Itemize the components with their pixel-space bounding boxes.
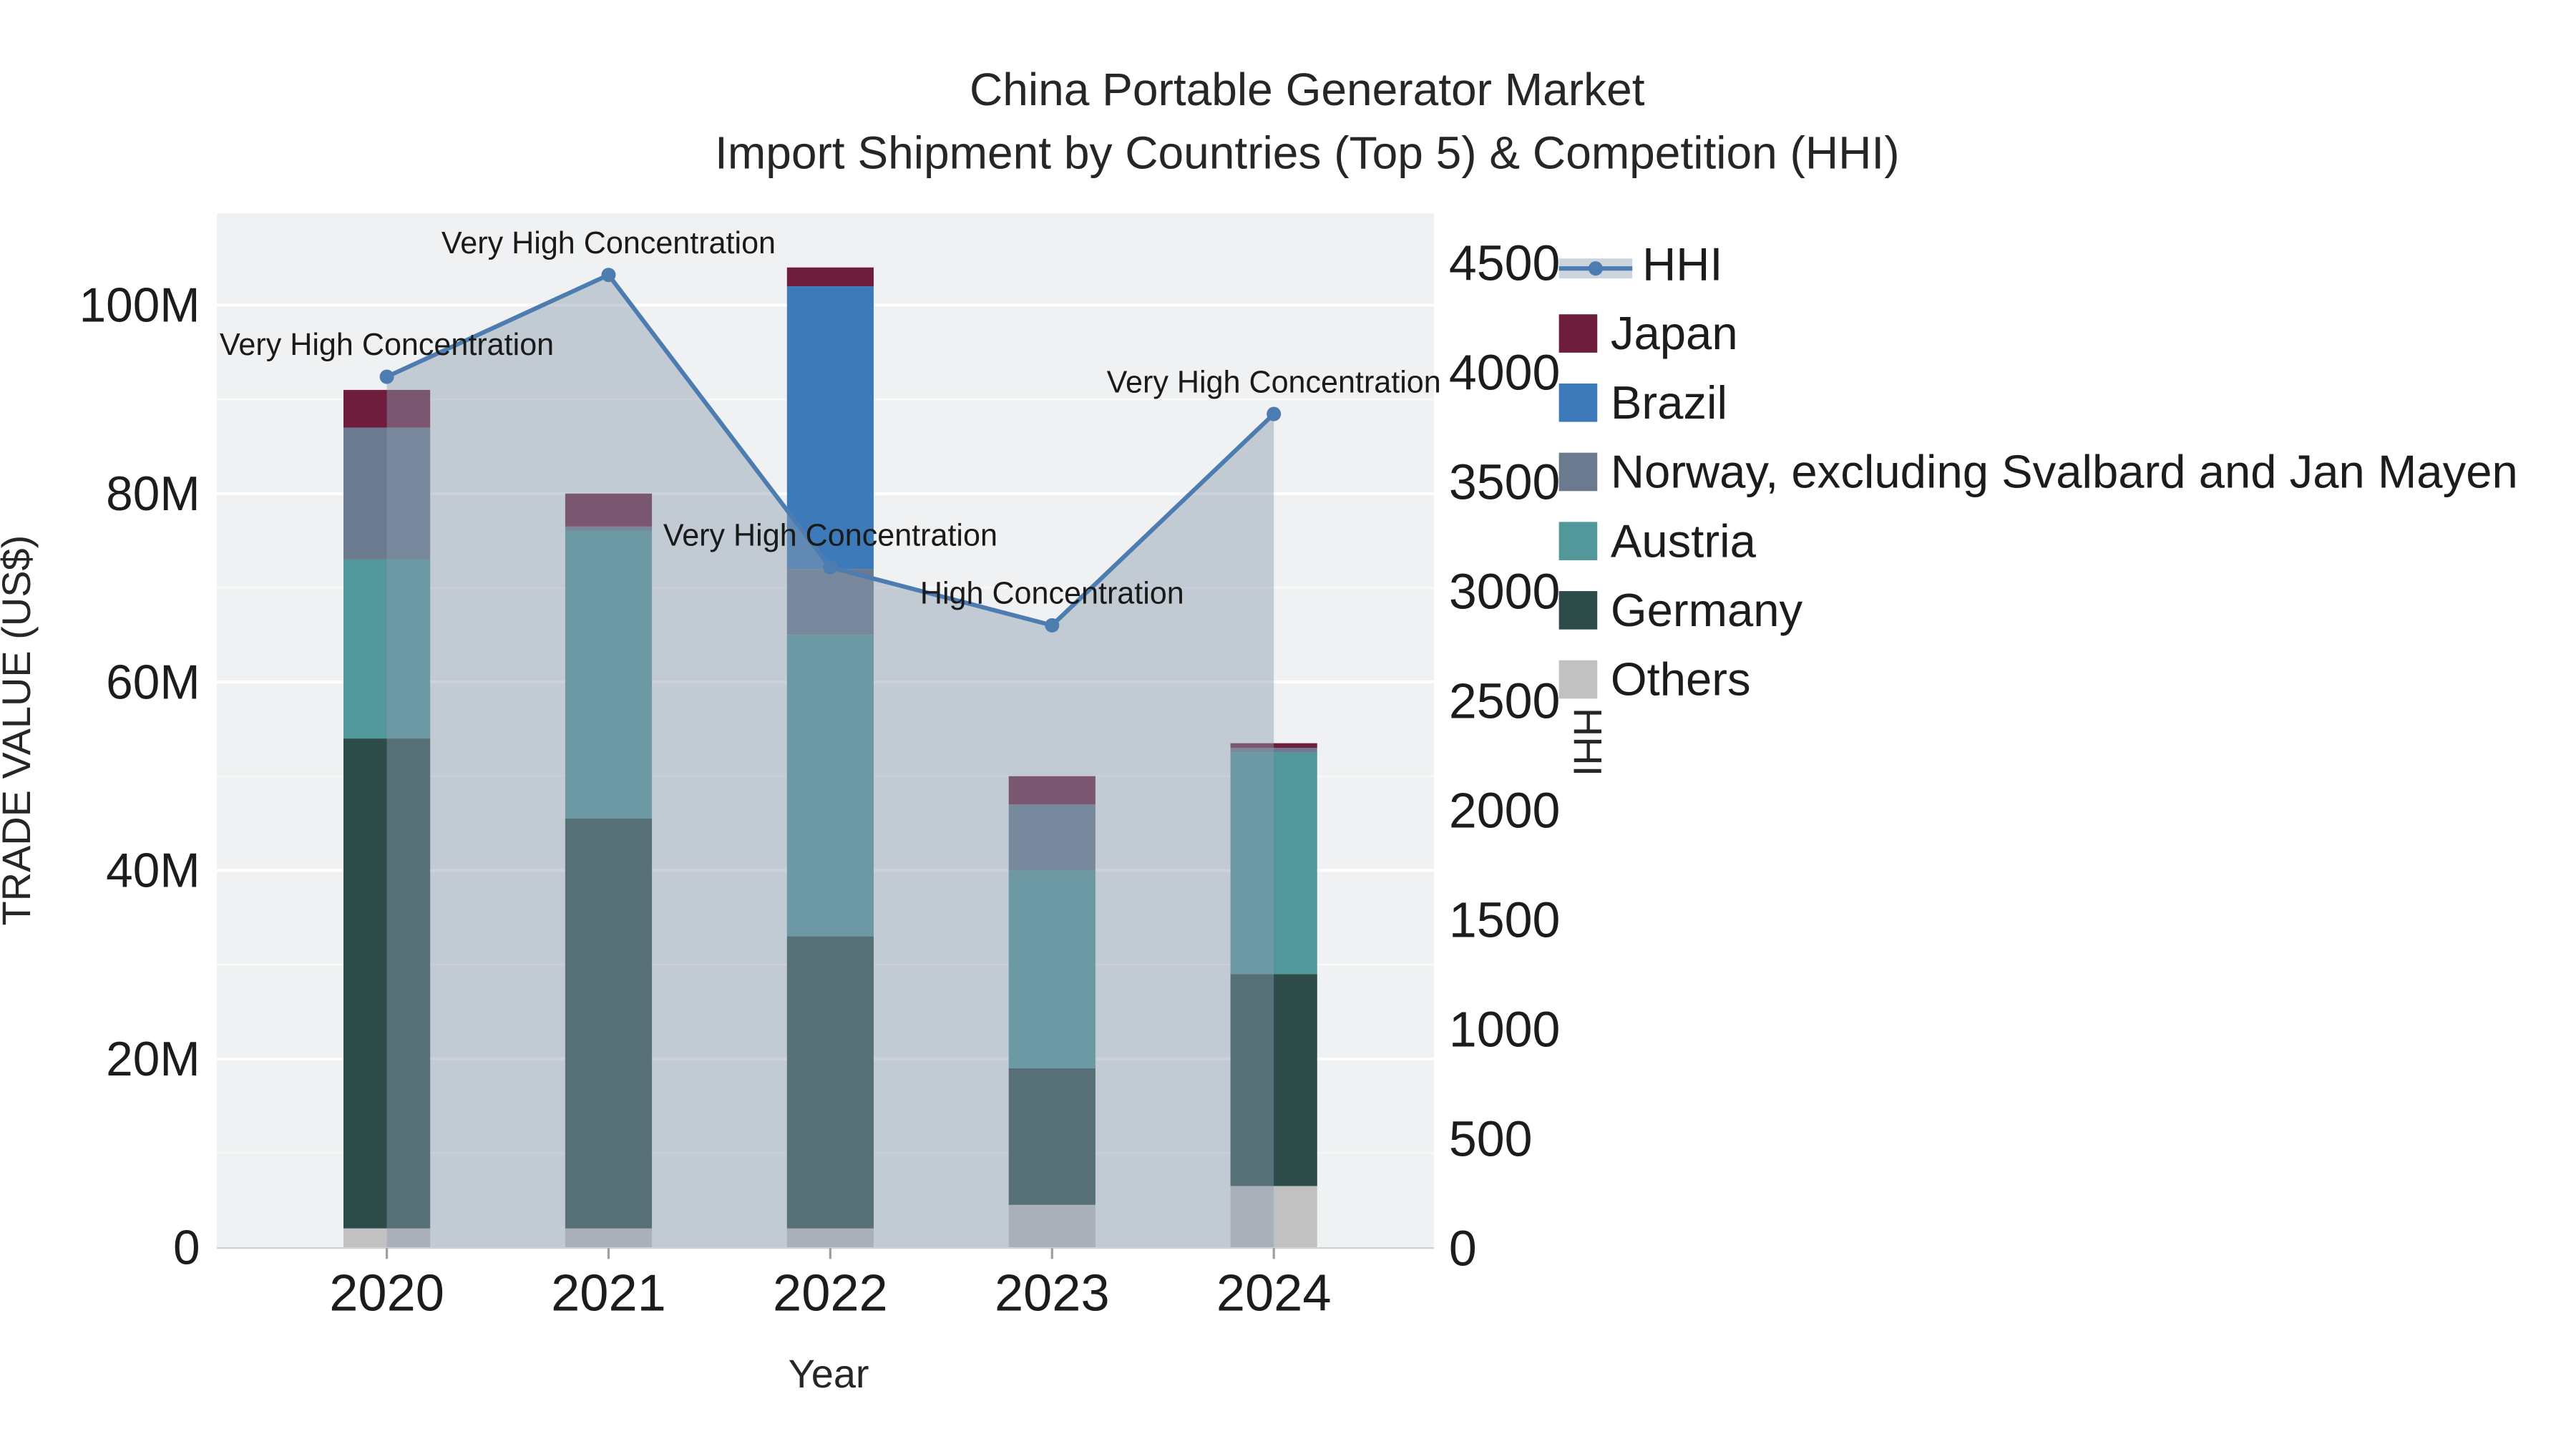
bar-segment-austria-2022[interactable]	[786, 635, 874, 937]
y-right-tick-label: 500	[1449, 1111, 1533, 1167]
hhi-marker-2022[interactable]	[823, 560, 838, 575]
bar-segment-brazil-2022[interactable]	[786, 286, 874, 570]
bar-segment-japan-2023[interactable]	[1008, 776, 1096, 805]
bar-segment-germany-2022[interactable]	[786, 936, 874, 1229]
legend-item-norway-excluding-svalbard-and-jan-mayen[interactable]: Norway, excluding Svalbard and Jan Mayen	[1558, 446, 2518, 498]
legend-item-brazil[interactable]: Brazil	[1558, 376, 1727, 429]
bar-segment-germany-2023[interactable]	[1008, 1068, 1096, 1205]
bar-segment-norway-excluding-svalbard-and-jan-mayen-2024[interactable]	[1230, 748, 1317, 753]
y-left-tick-label: 40M	[106, 844, 200, 898]
x-tick-label-2021: 2021	[551, 1265, 666, 1322]
legend-swatch-japan	[1558, 314, 1598, 353]
legend-swatch-germany	[1558, 591, 1598, 630]
legend-label-norway-excluding-svalbard-and-jan-mayen: Norway, excluding Svalbard and Jan Mayen	[1611, 446, 2518, 498]
y-left-tick-label: 0	[173, 1221, 200, 1274]
hhi-marker-2021[interactable]	[601, 268, 616, 283]
x-axis-title: Year	[789, 1351, 869, 1396]
bar-segment-austria-2023[interactable]	[1008, 870, 1096, 1068]
legend: HHI Japan Brazil Norway, excluding Svalbard…	[1558, 238, 2518, 706]
legend-item-austria[interactable]: Austria	[1558, 514, 1757, 567]
bar-segment-others-2023[interactable]	[1008, 1204, 1096, 1248]
y-left-tick-label: 100M	[79, 279, 200, 333]
bar-segment-others-2022[interactable]	[786, 1228, 874, 1248]
y-right-tick-label: 2500	[1449, 673, 1560, 729]
y-left-tick-label: 20M	[106, 1033, 200, 1086]
legend-swatch-austria	[1558, 522, 1598, 560]
x-tick-label-2024: 2024	[1216, 1265, 1332, 1322]
bar-segment-japan-2022[interactable]	[786, 267, 874, 287]
y-right-tick-label: 0	[1449, 1221, 1477, 1277]
bar-segment-norway-excluding-svalbard-and-jan-mayen-2020[interactable]	[343, 427, 431, 560]
x-axis-ticks: 2020 2021 2022 2023 2024	[329, 1248, 1332, 1322]
y-right-tick-label: 4500	[1449, 235, 1560, 291]
legend-item-others[interactable]: Others	[1558, 653, 1751, 706]
y-right-tick-label: 3000	[1449, 564, 1560, 620]
y-right-tick-label: 3500	[1449, 454, 1560, 510]
legend-hhi-marker-swatch	[1588, 261, 1603, 276]
annotation-2021: Very High Concentration	[441, 226, 776, 260]
annotation-2020: Very High Concentration	[220, 328, 554, 362]
annotation-2023: High Concentration	[920, 577, 1184, 611]
legend-label-hhi: HHI	[1642, 238, 1722, 290]
hhi-line-layer	[379, 268, 1282, 633]
y-right-tick-label: 2000	[1449, 783, 1560, 839]
hhi-area-layer	[386, 275, 1274, 1248]
legend-item-germany[interactable]: Germany	[1558, 584, 1803, 636]
legend-swatch-brazil	[1558, 383, 1598, 422]
bar-segment-austria-2020[interactable]	[343, 559, 431, 739]
y-axis-right-title: HHI	[1566, 708, 1611, 776]
legend-swatch-others	[1558, 660, 1598, 699]
hhi-marker-2023[interactable]	[1045, 618, 1060, 633]
legend-label-brazil: Brazil	[1611, 376, 1727, 429]
legend-swatch-norway-excluding-svalbard-and-jan-mayen	[1558, 452, 1598, 492]
bar-segment-others-2024[interactable]	[1230, 1186, 1317, 1248]
y-axis-left-title: TRADE VALUE (US$)	[0, 535, 39, 926]
bar-segment-germany-2021[interactable]	[565, 818, 653, 1229]
annotation-2022: Very High Concentration	[663, 518, 997, 552]
stacked-bars-layer	[343, 267, 1317, 1248]
y-axis-right-ticks: 0 500 1000 1500 2000 2500 3000 3500 4000 4500	[1449, 235, 1560, 1276]
bar-segment-norway-excluding-svalbard-and-jan-mayen-2023[interactable]	[1008, 804, 1096, 871]
bar-segment-austria-2024[interactable]	[1230, 752, 1317, 975]
legend-item-japan[interactable]: Japan	[1558, 307, 1738, 359]
bar-segment-norway-excluding-svalbard-and-jan-mayen-2022[interactable]	[786, 569, 874, 635]
y-left-tick-label: 60M	[106, 655, 200, 709]
legend-item-hhi[interactable]: HHI	[1558, 238, 1723, 290]
chart-title: China Portable Generator Market	[970, 64, 1645, 115]
bar-segment-austria-2021[interactable]	[565, 531, 653, 819]
y-right-tick-label: 1500	[1449, 892, 1560, 948]
hhi-area-fill	[386, 275, 1274, 1248]
y-left-tick-label: 80M	[106, 467, 200, 521]
legend-label-germany: Germany	[1611, 584, 1803, 636]
y-right-tick-label: 1000	[1449, 1002, 1560, 1058]
hhi-marker-2020[interactable]	[379, 369, 394, 384]
bar-segment-japan-2021[interactable]	[565, 493, 653, 527]
bar-segment-germany-2020[interactable]	[343, 738, 431, 1229]
annotations-layer: Very High Concentration Very High Concent…	[220, 226, 1441, 611]
x-tick-label-2020: 2020	[329, 1265, 444, 1322]
bar-segment-others-2020[interactable]	[343, 1228, 431, 1248]
annotation-2024: Very High Concentration	[1107, 365, 1441, 399]
bar-segment-japan-2020[interactable]	[343, 389, 431, 428]
legend-label-japan: Japan	[1611, 307, 1738, 359]
x-tick-label-2022: 2022	[773, 1265, 888, 1322]
x-tick-label-2023: 2023	[995, 1265, 1110, 1322]
bar-segment-germany-2024[interactable]	[1230, 974, 1317, 1186]
hhi-marker-2024[interactable]	[1267, 406, 1282, 421]
legend-label-austria: Austria	[1611, 514, 1757, 567]
legend-label-others: Others	[1611, 653, 1751, 706]
bar-segment-others-2021[interactable]	[565, 1228, 653, 1248]
bar-segment-japan-2024[interactable]	[1230, 743, 1317, 748]
bar-segment-norway-excluding-svalbard-and-jan-mayen-2021[interactable]	[565, 526, 653, 532]
chart-subtitle: Import Shipment by Countries (Top 5) & C…	[715, 127, 1900, 178]
y-right-tick-label: 4000	[1449, 345, 1560, 401]
y-axis-left-ticks: 0 20M 40M 60M 80M 100M	[79, 279, 200, 1275]
